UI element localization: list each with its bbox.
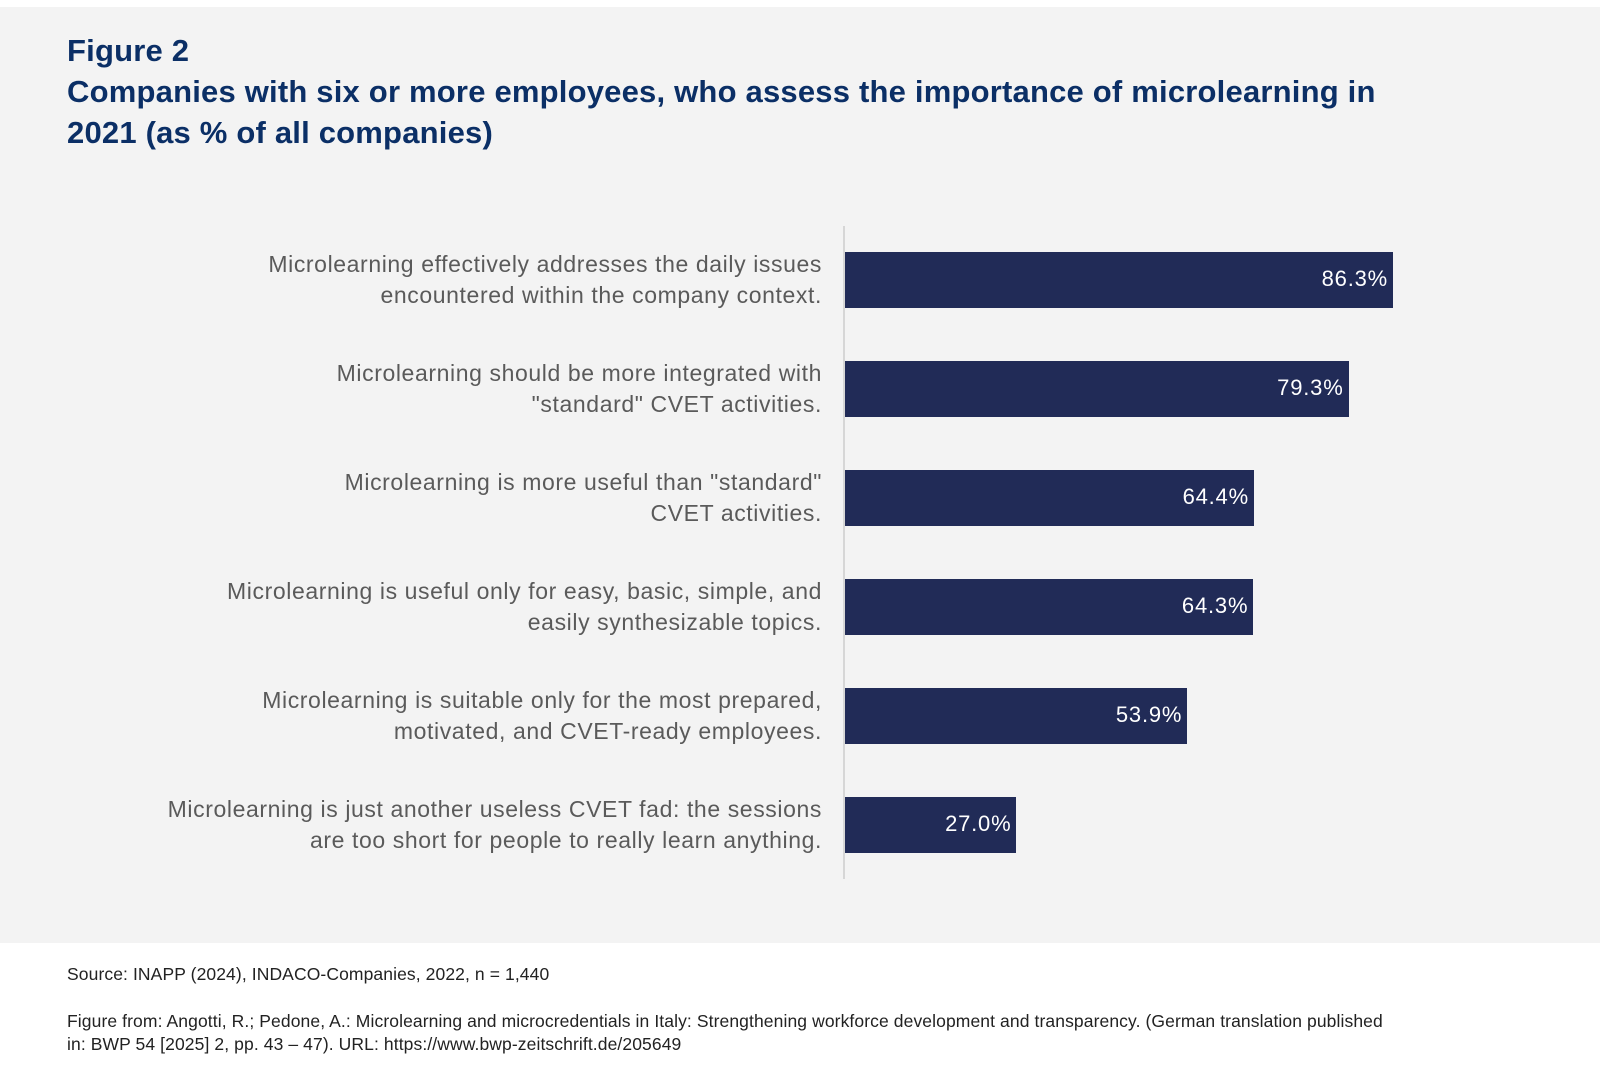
category-label-line: "standard" CVET activities. <box>531 391 822 417</box>
category-label-line: are too short for people to really learn… <box>309 827 822 853</box>
y-axis-line <box>843 226 845 879</box>
category-label-line: Microlearning is useful only for easy, b… <box>227 578 822 604</box>
bar <box>845 361 1349 417</box>
chart-title-line-2: 2021 (as % of all companies) <box>67 115 493 150</box>
data-label: 64.4% <box>1182 484 1249 509</box>
category-label-line: Microlearning is more useful than "stand… <box>344 469 822 495</box>
data-label: 53.9% <box>1115 702 1183 727</box>
citation-line-1: Figure from: Angotti, R.; Pedone, A.: Mi… <box>67 1011 1383 1031</box>
category-label-line: motivated, and CVET-ready employees. <box>393 718 822 744</box>
category-label-line: Microlearning is just another useless CV… <box>167 796 822 822</box>
bar <box>845 252 1393 308</box>
bar <box>845 688 1188 744</box>
category-label: Microlearning should be more integrated … <box>337 358 822 420</box>
figure-label: Figure 2 <box>67 33 190 68</box>
chart-title-line-1: Companies with six or more employees, wh… <box>67 74 1376 109</box>
source-note: Source: INAPP (2024), INDACO-Companies, … <box>67 964 550 984</box>
bar <box>845 470 1254 526</box>
category-label-line: Microlearning effectively addresses the … <box>268 251 822 277</box>
category-label-line: CVET activities. <box>650 500 822 526</box>
data-label: 64.3% <box>1181 593 1249 618</box>
category-label: Microlearning is useful only for easy, b… <box>227 576 822 638</box>
category-label: Microlearning is more useful than "stand… <box>345 467 822 529</box>
data-label: 79.3% <box>1277 375 1344 400</box>
bar-chart: Microlearning effectively addresses the … <box>168 226 1393 879</box>
category-label-line: encountered within the company context. <box>380 282 822 308</box>
data-label: 27.0% <box>945 811 1012 836</box>
bar <box>845 579 1254 635</box>
category-label-line: Microlearning should be more integrated … <box>336 360 822 386</box>
category-label-line: Microlearning is suitable only for the m… <box>262 687 822 713</box>
category-label-line: easily synthesizable topics. <box>527 609 822 635</box>
category-label: Microlearning effectively addresses the … <box>268 249 822 311</box>
figure-panel <box>0 7 1600 943</box>
data-label: 86.3% <box>1321 266 1389 291</box>
category-label: Microlearning is suitable only for the m… <box>262 685 822 747</box>
citation-line-2: in: BWP 54 [2025] 2, pp. 43 – 47). URL: … <box>67 1034 682 1054</box>
figure-title: Figure 2 Companies with six or more empl… <box>67 30 1376 153</box>
bar <box>845 797 1017 853</box>
category-label: Microlearning is just another useless CV… <box>168 794 822 856</box>
